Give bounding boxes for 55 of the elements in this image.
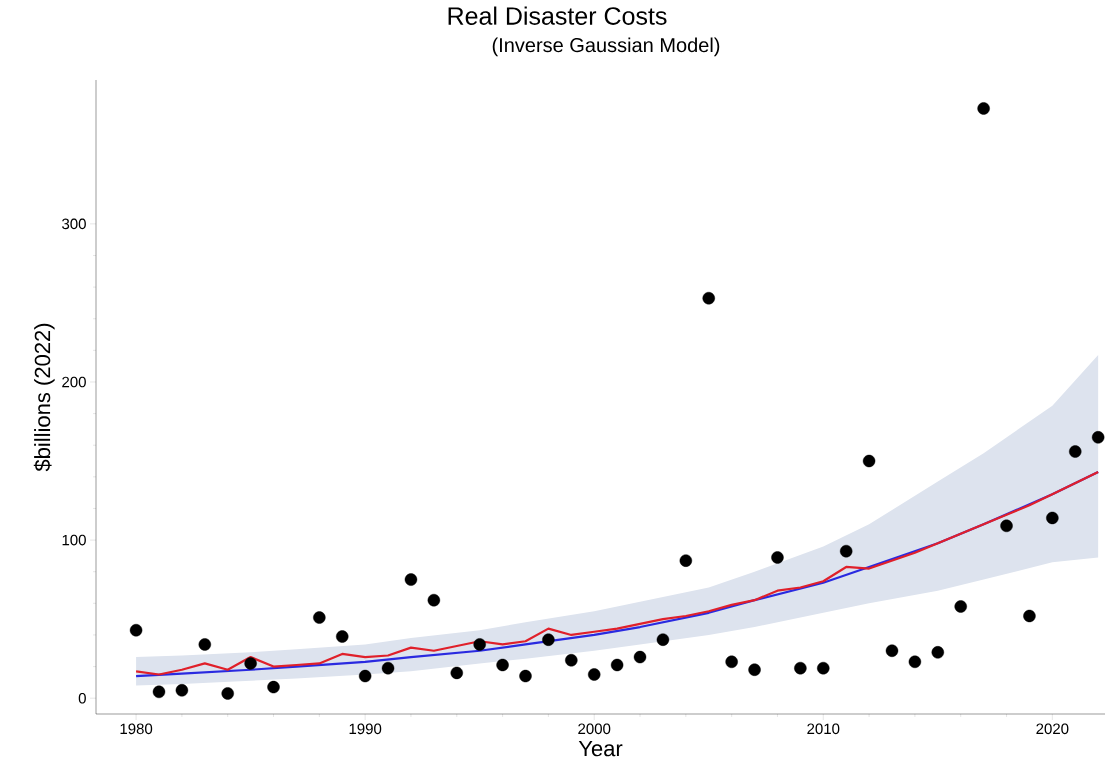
point (565, 654, 578, 667)
point (839, 544, 853, 558)
point (129, 624, 143, 637)
point (1091, 431, 1105, 444)
point (1023, 609, 1036, 623)
point (1069, 445, 1082, 458)
point (519, 669, 532, 683)
point (817, 661, 830, 675)
point (542, 633, 555, 646)
point (313, 611, 326, 624)
point (702, 291, 715, 305)
point (771, 551, 784, 564)
point (656, 633, 670, 646)
point (267, 680, 280, 694)
point (954, 600, 967, 613)
y-tick-label: 200 (62, 376, 86, 388)
point (450, 666, 463, 680)
point (794, 661, 807, 675)
point (381, 661, 395, 675)
chart-title: Real Disaster Costs (448, 6, 667, 25)
point (588, 668, 601, 681)
point (221, 687, 234, 700)
point (1046, 511, 1059, 525)
x-tick-label: 2000 (578, 723, 611, 735)
x-tick-label: 2020 (1036, 723, 1069, 735)
point (633, 650, 647, 664)
point (427, 593, 441, 607)
point (725, 655, 738, 669)
point (1000, 519, 1013, 533)
point (748, 663, 761, 676)
chart-subtitle: (Inverse Gaussian Model) (492, 37, 720, 57)
x-tick-label: 1980 (120, 723, 153, 735)
x-axis-title: Year (578, 740, 623, 757)
y-tick-label: 300 (62, 218, 86, 230)
point (679, 554, 693, 567)
y-axis-title: $billions (2022) (33, 323, 55, 472)
point (198, 638, 211, 651)
point (175, 684, 189, 697)
point (336, 630, 349, 643)
point (885, 644, 899, 657)
x-tick-label: 2010 (807, 723, 840, 735)
y-tick-label: 0 (78, 692, 86, 704)
point (404, 573, 418, 586)
y-tick-label: 100 (62, 534, 86, 546)
point (610, 658, 624, 672)
point (862, 454, 876, 468)
point (358, 669, 372, 683)
point (152, 685, 166, 699)
point (931, 646, 945, 659)
point (496, 658, 509, 672)
x-tick-label: 1990 (349, 723, 382, 735)
point (473, 638, 486, 651)
point (244, 657, 257, 670)
point (908, 655, 922, 669)
point (977, 102, 990, 115)
